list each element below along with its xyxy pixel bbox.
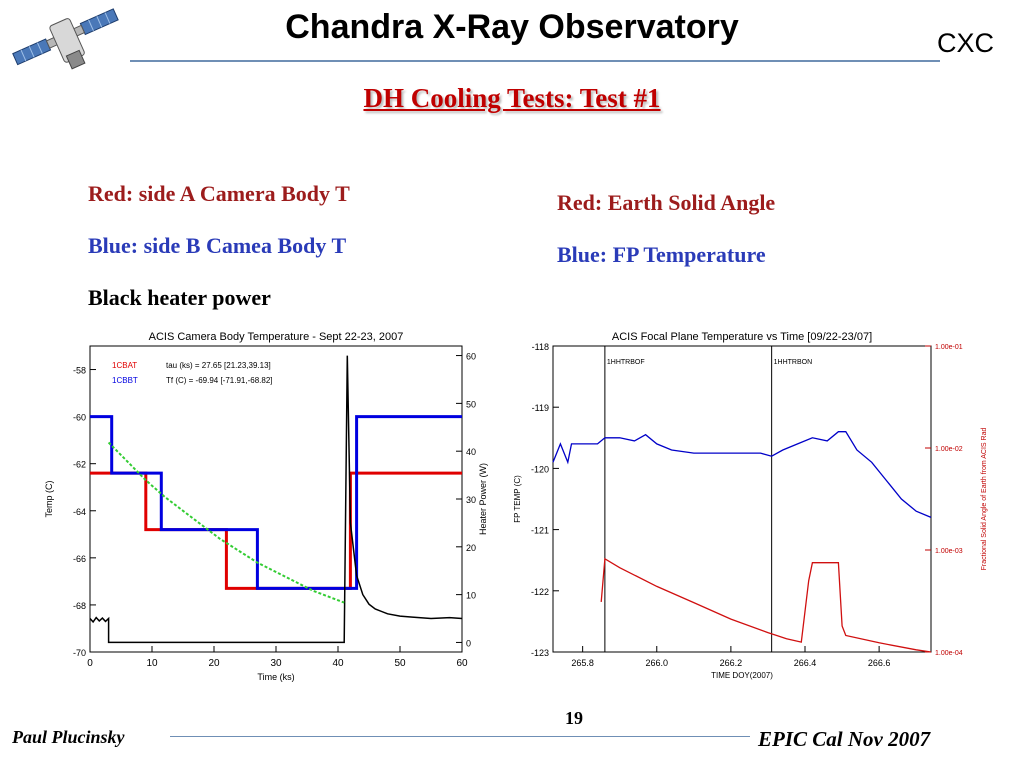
x-tick-label: 266.0 (645, 658, 668, 668)
page-number: 19 (565, 708, 583, 728)
footer-divider (170, 736, 750, 737)
left-legend-black: Black heater power (88, 285, 271, 310)
x-tick-label: 20 (208, 658, 220, 669)
chart-title: ACIS Focal Plane Temperature vs Time [09… (612, 331, 872, 343)
y2-tick-label: 60 (466, 352, 476, 362)
x-tick-label: 0 (87, 658, 93, 669)
y-tick-label: -58 (73, 366, 86, 376)
satellite-logo (12, 8, 119, 70)
event-marker-label: 1HHTRBON (774, 359, 813, 366)
header-org: CXC (936, 28, 994, 58)
legend-entry: 1CBBT (112, 376, 138, 385)
y2-axis-label: Heater Power (W) (478, 463, 488, 535)
header-divider (130, 60, 940, 62)
x-tick-label: 30 (270, 658, 282, 669)
legend-annotation: tau (ks) = 27.65 [21.23,39.13] (166, 361, 271, 370)
y-tick-label: -122 (531, 587, 549, 597)
y2-axis-label: Fractional Solid Angle of Earth from ACI… (981, 427, 988, 570)
y-tick-label: -68 (73, 601, 86, 611)
y2-tick-label: 1.00e-03 (935, 548, 963, 555)
event-marker-label: 1HHTRBOF (607, 359, 645, 366)
x-tick-label: 265.8 (571, 658, 594, 668)
left-legend-red: Red: side A Camera Body T (88, 181, 350, 206)
x-tick-label: 40 (332, 658, 344, 669)
focal-plane-temp-chart: ACIS Focal Plane Temperature vs Time [09… (513, 331, 988, 680)
y-tick-label: -60 (73, 413, 86, 423)
x-tick-label: 60 (456, 658, 468, 669)
y-axis-label: FP TEMP (C) (513, 475, 522, 523)
y2-tick-label: 30 (466, 495, 476, 505)
y-tick-label: -64 (73, 507, 86, 517)
chart-title: ACIS Camera Body Temperature - Sept 22-2… (149, 331, 404, 343)
legend-entry: 1CBAT (112, 361, 137, 370)
header-title: Chandra X-Ray Observatory (285, 8, 739, 46)
left-legend-blue: Blue: side B Camea Body T (88, 233, 347, 258)
y-tick-label: -123 (531, 648, 549, 658)
y-tick-label: -121 (531, 526, 549, 536)
series-fit (107, 441, 345, 604)
y2-tick-label: 20 (466, 543, 476, 553)
y2-tick-label: 50 (466, 399, 476, 409)
y-tick-label: -118 (532, 342, 549, 352)
y-tick-label: -120 (531, 464, 549, 474)
x-tick-label: 266.4 (794, 658, 817, 668)
slide-title: DH Cooling Tests: Test #1 (363, 83, 661, 113)
x-axis-label: Time (ks) (257, 672, 294, 682)
y-tick-label: -70 (73, 648, 86, 658)
x-tick-label: 10 (146, 658, 158, 669)
right-legend-red: Red: Earth Solid Angle (557, 190, 776, 215)
y2-tick-label: 1.00e-04 (935, 650, 963, 657)
x-tick-label: 266.2 (720, 658, 743, 668)
y2-tick-label: 1.00e-01 (935, 344, 963, 351)
right-legend-blue: Blue: FP Temperature (557, 242, 766, 267)
y2-tick-label: 1.00e-02 (935, 446, 963, 453)
series-earth-solid-angle (600, 557, 932, 653)
series-heater-power (89, 355, 463, 644)
series-1cbbt (90, 415, 462, 590)
y-tick-label: -119 (532, 403, 549, 413)
footer-author: Paul Plucinsky (12, 727, 125, 747)
plot-frame (552, 345, 932, 653)
y-tick-label: -66 (73, 554, 86, 564)
y2-tick-label: 10 (466, 591, 476, 601)
x-tick-label: 50 (394, 658, 406, 669)
camera-body-temp-chart: ACIS Camera Body Temperature - Sept 22-2… (44, 331, 488, 682)
y-axis-label: Temp (C) (44, 480, 54, 517)
x-axis-label: TIME DOY(2007) (711, 671, 773, 680)
y-tick-label: -62 (73, 460, 86, 470)
y2-tick-label: 0 (466, 638, 471, 648)
x-tick-label: 266.6 (868, 658, 891, 668)
legend-annotation: Tf (C) = -69.94 [-71.91,-68.82] (166, 376, 273, 385)
footer-event: EPIC Cal Nov 2007 (758, 727, 931, 751)
series-fp-temperature (552, 431, 932, 518)
y2-tick-label: 40 (466, 447, 476, 457)
